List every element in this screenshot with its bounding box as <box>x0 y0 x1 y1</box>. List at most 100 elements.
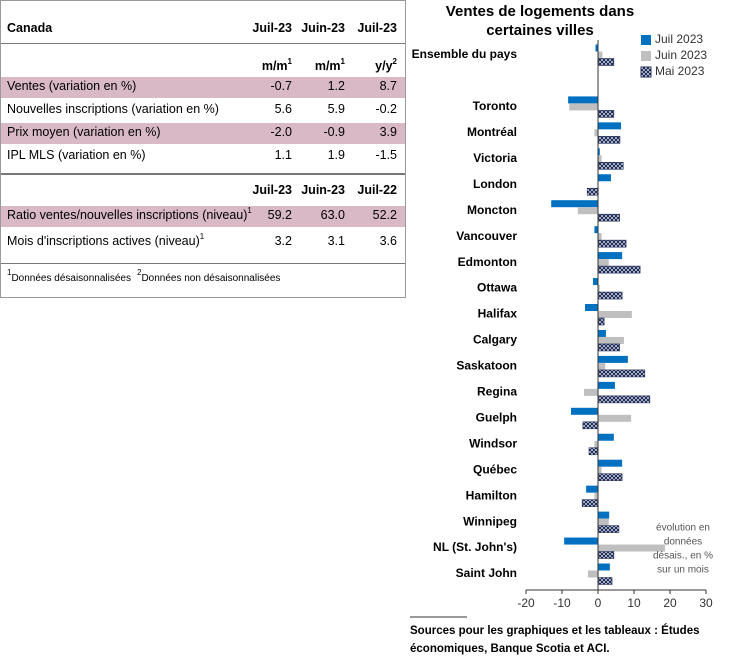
bar <box>598 362 606 370</box>
label: Prix moyen (variation en %) <box>7 125 161 139</box>
unit: m/m <box>314 59 341 73</box>
cell: 3.1 <box>327 234 345 248</box>
bar <box>588 447 599 456</box>
bar <box>586 187 599 196</box>
legend-label: Juil 2023 <box>655 32 703 46</box>
bar <box>564 537 598 545</box>
unit: m/m <box>261 59 288 73</box>
annotation: données <box>664 537 702 548</box>
superscript: 1 <box>199 232 205 241</box>
category-label: Victoria <box>473 151 517 165</box>
cell: 3.9 <box>379 125 397 139</box>
category-label: Montréal <box>467 125 517 139</box>
unit-header: m/m1 <box>261 58 292 74</box>
bar <box>598 252 623 260</box>
cell: 1.2 <box>327 79 345 93</box>
bar <box>598 174 611 182</box>
cell: 1.9 <box>327 148 345 162</box>
bar <box>594 492 598 500</box>
bar <box>594 440 598 448</box>
category-label: Toronto <box>473 99 517 113</box>
column-header: Juil-23 <box>252 21 292 35</box>
x-tick-label: 0 <box>595 596 602 610</box>
cell: -1.5 <box>375 148 397 162</box>
source: Sources pour les graphiques et les table… <box>410 625 700 655</box>
rule <box>1 43 405 44</box>
unit: y/y <box>375 59 393 73</box>
bar <box>597 551 615 559</box>
cell: -0.7 <box>270 79 292 93</box>
category-label: Guelph <box>476 410 517 424</box>
superscript: 1 <box>247 206 252 215</box>
row-highlight <box>1 77 405 98</box>
bar <box>597 239 627 248</box>
bar <box>597 525 620 533</box>
cell: 1.1 <box>274 148 292 162</box>
bar <box>598 414 632 422</box>
column-header: Juil-23 <box>357 21 397 35</box>
bar <box>597 577 613 585</box>
category-label: Vancouver <box>456 229 517 243</box>
row-label: Ratio ventes/nouvelles inscriptions (niv… <box>7 206 252 223</box>
unit-header: y/y2 <box>375 57 397 74</box>
bar <box>598 336 624 344</box>
category-label: Ottawa <box>477 281 517 295</box>
bar <box>598 233 602 241</box>
x-tick-label: -10 <box>553 596 571 610</box>
unit-header: m/m1 <box>314 58 345 74</box>
bar <box>597 136 621 144</box>
row-label: Nouvelles inscriptions (variation en %) <box>7 102 219 116</box>
label: Ventes (variation en %) <box>7 79 137 93</box>
superscript: 1 <box>7 268 12 277</box>
legend-label: Juin 2023 <box>655 48 707 62</box>
rule <box>1 263 405 264</box>
bar <box>597 369 646 378</box>
superscript: 2 <box>392 57 397 66</box>
legend-swatch <box>640 66 652 78</box>
cell: 5.9 <box>327 102 345 116</box>
bar <box>568 96 598 104</box>
x-tick-label: -20 <box>517 596 535 610</box>
bar <box>598 518 609 526</box>
legend-swatch <box>641 35 651 45</box>
cell: 5.6 <box>274 102 292 116</box>
row-label: Prix moyen (variation en %) <box>7 125 161 139</box>
x-tick-label: 20 <box>663 596 677 610</box>
annotation: évolution en <box>656 523 710 534</box>
bar <box>583 388 598 396</box>
bar <box>597 291 623 300</box>
bar <box>597 343 620 352</box>
bar <box>571 407 598 415</box>
cell: -0.2 <box>375 102 397 116</box>
bar <box>598 511 610 519</box>
row-label: Mois d'inscriptions actives (niveau)1 <box>7 232 205 249</box>
row-highlight <box>1 123 405 144</box>
bar <box>569 103 598 111</box>
cell: -0.9 <box>323 125 345 139</box>
bar <box>598 329 606 337</box>
category-label: Edmonton <box>458 255 517 269</box>
x-tick-label: 10 <box>627 596 641 610</box>
cell: 52.2 <box>372 208 397 222</box>
annotation: sur un mois <box>657 565 709 576</box>
bar <box>595 44 598 52</box>
category-label: Québec <box>473 462 517 476</box>
cell: 8.7 <box>379 79 397 93</box>
superscript: 2 <box>136 268 142 277</box>
category-label: NL (St. John's) <box>433 540 517 554</box>
bar <box>597 213 620 222</box>
bar <box>585 304 598 311</box>
column-header: Juin-23 <box>301 183 345 197</box>
footnote-text: Données désaisonnalisées <box>11 273 131 284</box>
bar <box>598 311 632 318</box>
cell: -2.0 <box>270 125 292 139</box>
category-label: Ensemble du pays <box>412 47 518 61</box>
bar <box>598 381 615 389</box>
footnote-text: Données non désaisonnalisées <box>141 273 281 284</box>
row-label: IPL MLS (variation en %) <box>7 148 145 162</box>
category-label: Winnipeg <box>463 514 517 528</box>
bar <box>598 155 602 163</box>
bar <box>598 459 623 467</box>
summary-table: Canada Juil-23 Juin-23 Juil-23 m/m1 m/m1 y/y2 V… <box>0 0 406 298</box>
category-label: Hamilton <box>466 488 517 502</box>
